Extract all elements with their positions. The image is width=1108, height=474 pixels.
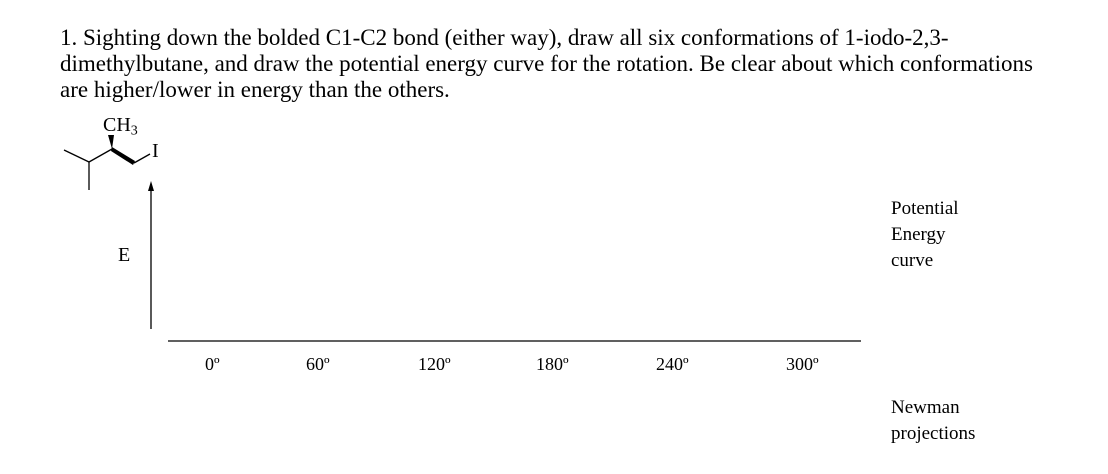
energy-axis — [148, 181, 154, 329]
tick-label-0: 0º — [205, 354, 220, 374]
question-number: 1. — [60, 25, 78, 50]
methyl-label: CH3 — [103, 114, 138, 139]
energy-axis-label: E — [118, 244, 131, 266]
iodine-label: I — [152, 140, 159, 162]
wedge-bond — [108, 135, 114, 149]
tick-label-300: 300º — [786, 354, 819, 374]
potential-energy-curve-label: Potential Energy curve — [891, 198, 959, 271]
newman-projections-label: Newman projections — [891, 397, 976, 444]
question-text: 1. Sighting down the bolded C1-C2 bond (… — [60, 25, 1060, 103]
tick-label-60: 60º — [306, 354, 330, 374]
molecule-structure — [63, 135, 151, 190]
tick-label-180: 180º — [536, 354, 569, 374]
bold-c1-c2-bond — [111, 147, 135, 165]
tick-label-240: 240º — [656, 354, 689, 374]
arrow-head-icon — [148, 181, 154, 191]
question-body: Sighting down the bolded C1-C2 bond (eit… — [60, 25, 1033, 102]
tick-label-120: 120º — [418, 354, 451, 374]
